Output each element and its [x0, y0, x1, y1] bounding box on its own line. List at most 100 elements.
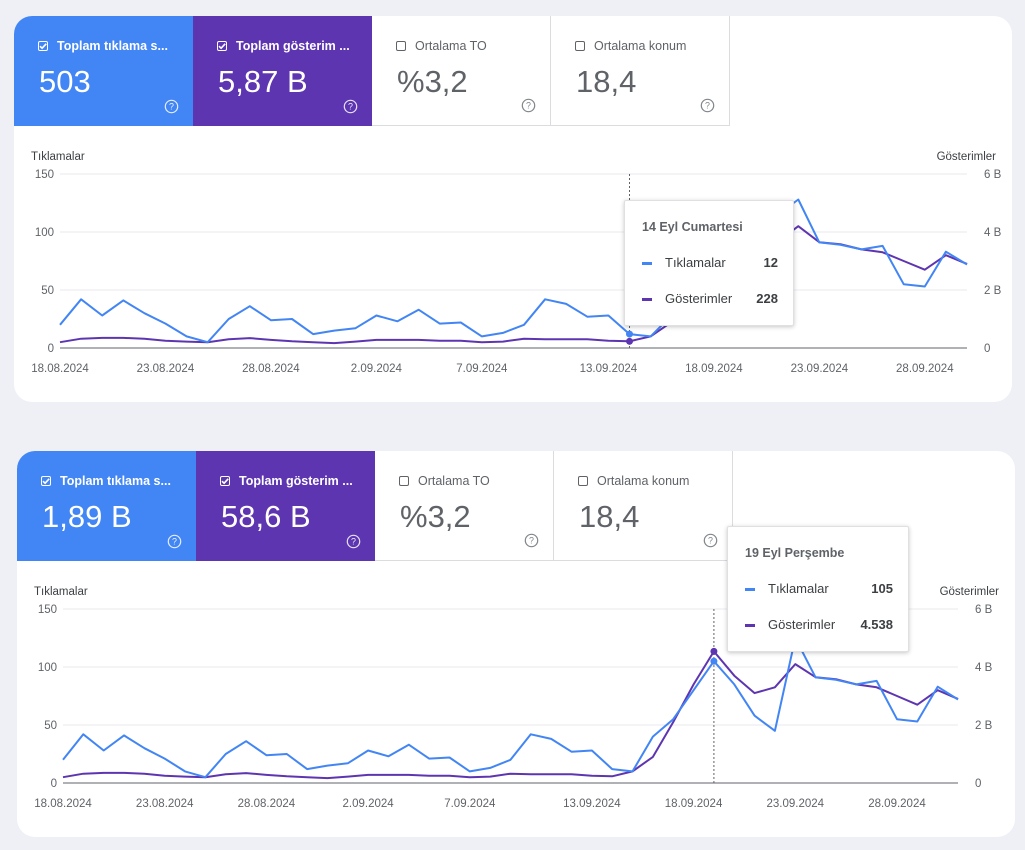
metric-label: Ortalama konum [597, 474, 690, 488]
metric-card-average-ctr[interactable]: Ortalama TO %3,2 ? [372, 16, 551, 126]
x-tick-label: 23.09.2024 [766, 798, 824, 810]
x-tick-label: 28.09.2024 [868, 798, 926, 810]
help-icon[interactable]: ? [343, 99, 358, 114]
checkbox-unchecked-icon[interactable] [575, 41, 585, 51]
metric-cards: Toplam tıklama s... 1,89 B ? Toplam göst… [17, 451, 733, 561]
y-left-tick-label: 0 [48, 343, 54, 355]
tooltip-series-name: Gösterimler [665, 291, 733, 306]
svg-text:?: ? [708, 536, 713, 546]
y-left-tick-label: 0 [51, 778, 57, 790]
help-icon[interactable]: ? [164, 99, 179, 114]
performance-chart[interactable]: 0 0 50 2 B 100 4 B 150 6 B Tıklamalar Gösterimler… [17, 451, 1015, 837]
metric-card-average-position[interactable]: Ortalama konum 18,4 ? [551, 16, 730, 126]
checkbox-checked-icon[interactable] [38, 41, 48, 51]
x-tick-label: 18.09.2024 [685, 363, 743, 375]
chart-tooltip: 14 Eyl Cumartesi Tıklamalar 12 Gösteriml… [624, 200, 794, 326]
clicks-legend-icon [642, 262, 652, 265]
impressions-legend-icon [642, 298, 652, 301]
x-tick-label: 7.09.2024 [444, 798, 496, 810]
x-tick-label: 28.09.2024 [896, 363, 954, 375]
tooltip-series-value: 228 [756, 291, 778, 306]
checkbox-unchecked-icon[interactable] [399, 476, 409, 486]
metric-card-total-clicks[interactable]: Toplam tıklama s... 1,89 B ? [17, 451, 196, 561]
x-tick-label: 18.08.2024 [31, 363, 89, 375]
x-tick-label: 13.09.2024 [580, 363, 638, 375]
tooltip-series-value: 105 [871, 581, 893, 596]
svg-text:?: ? [172, 537, 177, 547]
metric-value: 58,6 B [221, 499, 311, 534]
impressions-legend-icon [745, 624, 755, 627]
metric-label: Toplam tıklama s... [57, 39, 168, 53]
y-right-tick-label: 4 B [984, 227, 1002, 239]
checkbox-checked-icon[interactable] [41, 476, 51, 486]
y-left-tick-label: 50 [44, 720, 57, 732]
metric-label: Toplam gösterim ... [236, 39, 350, 53]
y-left-axis-title: Tıklamalar [31, 151, 85, 163]
impressions-series-line [62, 650, 959, 780]
checkbox-checked-icon[interactable] [217, 41, 227, 51]
clicks-series-line [62, 637, 959, 779]
tooltip-series-name: Gösterimler [768, 617, 836, 632]
impressions-highlight-point [626, 337, 634, 345]
help-icon[interactable]: ? [346, 534, 361, 549]
y-left-tick-label: 100 [35, 227, 54, 239]
checkbox-unchecked-icon[interactable] [396, 41, 406, 51]
y-right-axis-title: Gösterimler [937, 151, 997, 163]
performance-panel-2: 0 0 50 2 B 100 4 B 150 6 B Tıklamalar Gösterimler… [17, 451, 1015, 837]
help-icon[interactable]: ? [700, 98, 715, 113]
help-icon[interactable]: ? [524, 533, 539, 548]
metric-card-total-impressions[interactable]: Toplam gösterim ... 5,87 B ? [193, 16, 372, 126]
metric-label: Ortalama TO [418, 474, 490, 488]
y-right-axis-title: Gösterimler [940, 586, 1000, 598]
metric-value: 5,87 B [218, 64, 308, 99]
y-right-tick-label: 0 [984, 343, 990, 355]
y-right-tick-label: 2 B [975, 720, 993, 732]
y-left-axis-title: Tıklamalar [34, 586, 88, 598]
x-tick-label: 28.08.2024 [238, 798, 296, 810]
svg-text:?: ? [526, 101, 531, 111]
tooltip-series-value: 4.538 [860, 617, 893, 632]
tooltip-date: 14 Eyl Cumartesi [642, 220, 743, 234]
y-left-tick-label: 150 [35, 169, 54, 181]
tooltip-series-name: Tıklamalar [665, 255, 726, 270]
clicks-highlight-point [626, 330, 634, 338]
metric-label: Toplam tıklama s... [60, 474, 171, 488]
svg-text:?: ? [169, 102, 174, 112]
tooltip-series-name: Tıklamalar [768, 581, 829, 596]
metric-card-average-position[interactable]: Ortalama konum 18,4 ? [554, 451, 733, 561]
svg-text:?: ? [529, 536, 534, 546]
help-icon[interactable]: ? [521, 98, 536, 113]
impressions-highlight-point [710, 647, 718, 655]
y-right-tick-label: 2 B [984, 285, 1002, 297]
x-tick-label: 28.08.2024 [242, 363, 300, 375]
tooltip-row-clicks: Tıklamalar 12 [642, 255, 778, 271]
metric-card-total-clicks[interactable]: Toplam tıklama s... 503 ? [14, 16, 193, 126]
clicks-legend-icon [745, 588, 755, 591]
x-tick-label: 18.08.2024 [34, 798, 92, 810]
metric-card-average-ctr[interactable]: Ortalama TO %3,2 ? [375, 451, 554, 561]
clicks-series-line [59, 198, 968, 344]
checkbox-checked-icon[interactable] [220, 476, 230, 486]
y-left-tick-label: 50 [41, 285, 54, 297]
metric-card-total-impressions[interactable]: Toplam gösterim ... 58,6 B ? [196, 451, 375, 561]
metric-value: %3,2 [397, 64, 468, 99]
y-right-tick-label: 6 B [975, 604, 993, 616]
help-icon[interactable]: ? [167, 534, 182, 549]
tooltip-date: 19 Eyl Perşembe [745, 546, 845, 560]
metric-value: 503 [39, 64, 91, 99]
y-right-tick-label: 0 [975, 778, 981, 790]
svg-text:?: ? [351, 537, 356, 547]
x-tick-label: 7.09.2024 [456, 363, 508, 375]
y-right-tick-label: 4 B [975, 662, 993, 674]
help-icon[interactable]: ? [703, 533, 718, 548]
performance-chart[interactable]: 0 0 50 2 B 100 4 B 150 6 B Tıklamalar Gösterimler… [14, 16, 1012, 402]
tooltip-row-impressions: Gösterimler 4.538 [745, 617, 893, 633]
tooltip-series-value: 12 [763, 255, 778, 270]
metric-value: 1,89 B [42, 499, 132, 534]
x-tick-label: 18.09.2024 [665, 798, 723, 810]
y-right-tick-label: 6 B [984, 169, 1002, 181]
svg-text:?: ? [348, 102, 353, 112]
y-left-tick-label: 100 [38, 662, 57, 674]
x-tick-label: 13.09.2024 [563, 798, 621, 810]
checkbox-unchecked-icon[interactable] [578, 476, 588, 486]
